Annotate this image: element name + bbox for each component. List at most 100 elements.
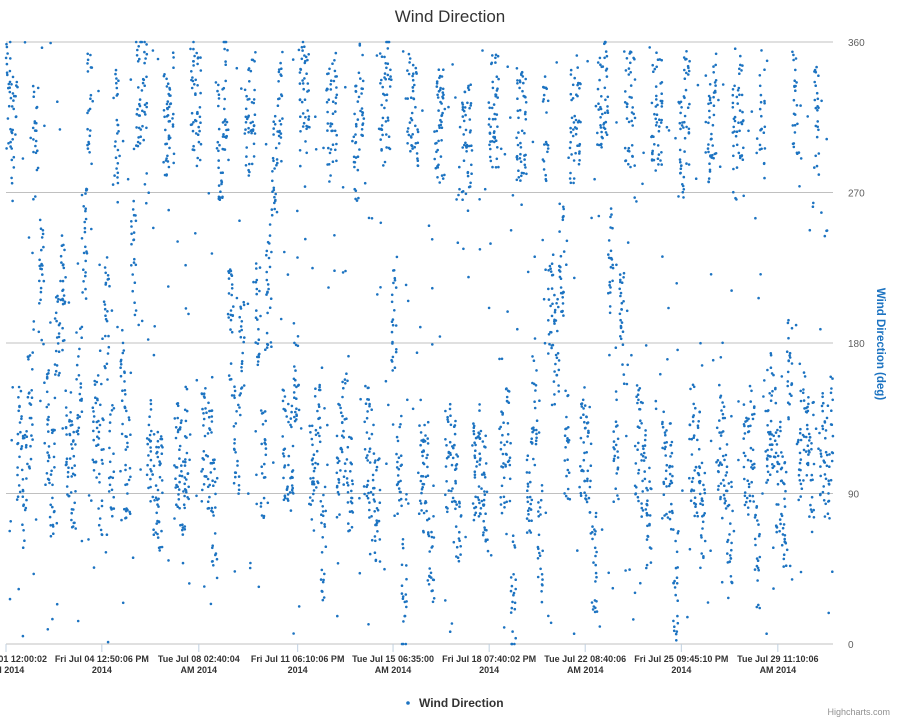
data-point[interactable] xyxy=(484,512,487,515)
data-point[interactable] xyxy=(98,472,101,476)
data-point[interactable] xyxy=(436,93,439,97)
data-point[interactable] xyxy=(656,103,659,107)
data-point[interactable] xyxy=(312,492,315,496)
data-point[interactable] xyxy=(479,429,483,433)
data-point[interactable] xyxy=(664,454,667,457)
data-point[interactable] xyxy=(469,83,473,86)
data-point[interactable] xyxy=(530,498,534,502)
data-point[interactable] xyxy=(232,394,236,397)
data-point[interactable] xyxy=(254,51,257,54)
data-point[interactable] xyxy=(121,389,124,393)
data-point[interactable] xyxy=(30,396,34,400)
data-point[interactable] xyxy=(380,103,384,107)
data-point[interactable] xyxy=(487,101,491,104)
data-point[interactable] xyxy=(27,236,31,239)
data-point[interactable] xyxy=(23,539,26,542)
data-point[interactable] xyxy=(496,54,500,58)
data-point[interactable] xyxy=(77,355,80,358)
data-point[interactable] xyxy=(344,85,347,89)
data-point[interactable] xyxy=(110,507,113,510)
data-point[interactable] xyxy=(285,488,289,492)
data-point[interactable] xyxy=(405,493,408,496)
data-point[interactable] xyxy=(519,141,522,145)
data-point[interactable] xyxy=(203,585,206,588)
data-point[interactable] xyxy=(354,122,358,126)
data-point[interactable] xyxy=(120,518,123,522)
data-point[interactable] xyxy=(136,60,140,63)
data-point[interactable] xyxy=(124,468,127,472)
data-point[interactable] xyxy=(61,263,65,267)
data-point[interactable] xyxy=(831,451,835,455)
data-point[interactable] xyxy=(472,518,476,522)
data-point[interactable] xyxy=(230,293,233,297)
data-point[interactable] xyxy=(210,506,214,510)
data-point[interactable] xyxy=(396,512,399,515)
data-point[interactable] xyxy=(436,148,440,152)
data-point[interactable] xyxy=(538,554,542,557)
data-point[interactable] xyxy=(202,483,206,486)
data-point[interactable] xyxy=(393,279,397,282)
data-point[interactable] xyxy=(149,500,152,503)
data-point[interactable] xyxy=(202,412,205,415)
data-point[interactable] xyxy=(49,524,52,527)
data-point[interactable] xyxy=(126,177,130,181)
data-point[interactable] xyxy=(795,151,799,155)
data-point[interactable] xyxy=(493,140,496,144)
data-point[interactable] xyxy=(335,159,338,163)
data-point[interactable] xyxy=(570,153,573,156)
data-point[interactable] xyxy=(729,575,733,578)
data-point[interactable] xyxy=(593,610,597,614)
data-point[interactable] xyxy=(678,148,682,152)
data-point[interactable] xyxy=(87,142,91,146)
data-point[interactable] xyxy=(321,514,325,518)
data-point[interactable] xyxy=(394,350,398,354)
data-point[interactable] xyxy=(290,410,293,414)
data-point[interactable] xyxy=(226,312,230,316)
data-point[interactable] xyxy=(488,155,492,159)
data-point[interactable] xyxy=(510,642,513,646)
data-point[interactable] xyxy=(47,372,50,375)
data-point[interactable] xyxy=(55,602,59,606)
data-point[interactable] xyxy=(611,266,615,270)
data-point[interactable] xyxy=(720,580,724,584)
data-point[interactable] xyxy=(233,396,236,400)
data-point[interactable] xyxy=(426,420,430,424)
data-point[interactable] xyxy=(279,73,283,76)
data-point[interactable] xyxy=(478,452,482,456)
data-point[interactable] xyxy=(489,147,492,151)
data-point[interactable] xyxy=(571,83,575,87)
data-point[interactable] xyxy=(643,477,647,481)
data-point[interactable] xyxy=(753,568,757,571)
data-point[interactable] xyxy=(207,506,211,510)
data-point[interactable] xyxy=(758,74,762,77)
data-point[interactable] xyxy=(569,92,573,96)
data-point[interactable] xyxy=(16,441,20,445)
data-point[interactable] xyxy=(572,121,576,124)
data-point[interactable] xyxy=(86,111,89,115)
data-point[interactable] xyxy=(12,155,16,159)
data-point[interactable] xyxy=(621,330,625,334)
data-point[interactable] xyxy=(264,142,268,146)
data-point[interactable] xyxy=(184,419,188,423)
data-point[interactable] xyxy=(209,602,213,606)
data-point[interactable] xyxy=(188,582,191,585)
data-point[interactable] xyxy=(10,83,13,86)
data-point[interactable] xyxy=(223,47,226,51)
data-point[interactable] xyxy=(792,142,796,145)
data-point[interactable] xyxy=(586,469,590,473)
data-point[interactable] xyxy=(224,136,228,139)
data-point[interactable] xyxy=(403,600,407,604)
data-point[interactable] xyxy=(732,117,736,121)
data-point[interactable] xyxy=(696,426,700,430)
data-point[interactable] xyxy=(696,438,699,442)
data-point[interactable] xyxy=(200,470,203,473)
data-point[interactable] xyxy=(51,483,54,487)
data-point[interactable] xyxy=(477,485,481,488)
data-point[interactable] xyxy=(167,92,170,96)
data-point[interactable] xyxy=(168,86,171,90)
data-point[interactable] xyxy=(145,126,148,130)
data-point[interactable] xyxy=(452,425,456,429)
data-point[interactable] xyxy=(141,81,145,85)
data-point[interactable] xyxy=(304,237,307,241)
data-point[interactable] xyxy=(804,410,808,414)
